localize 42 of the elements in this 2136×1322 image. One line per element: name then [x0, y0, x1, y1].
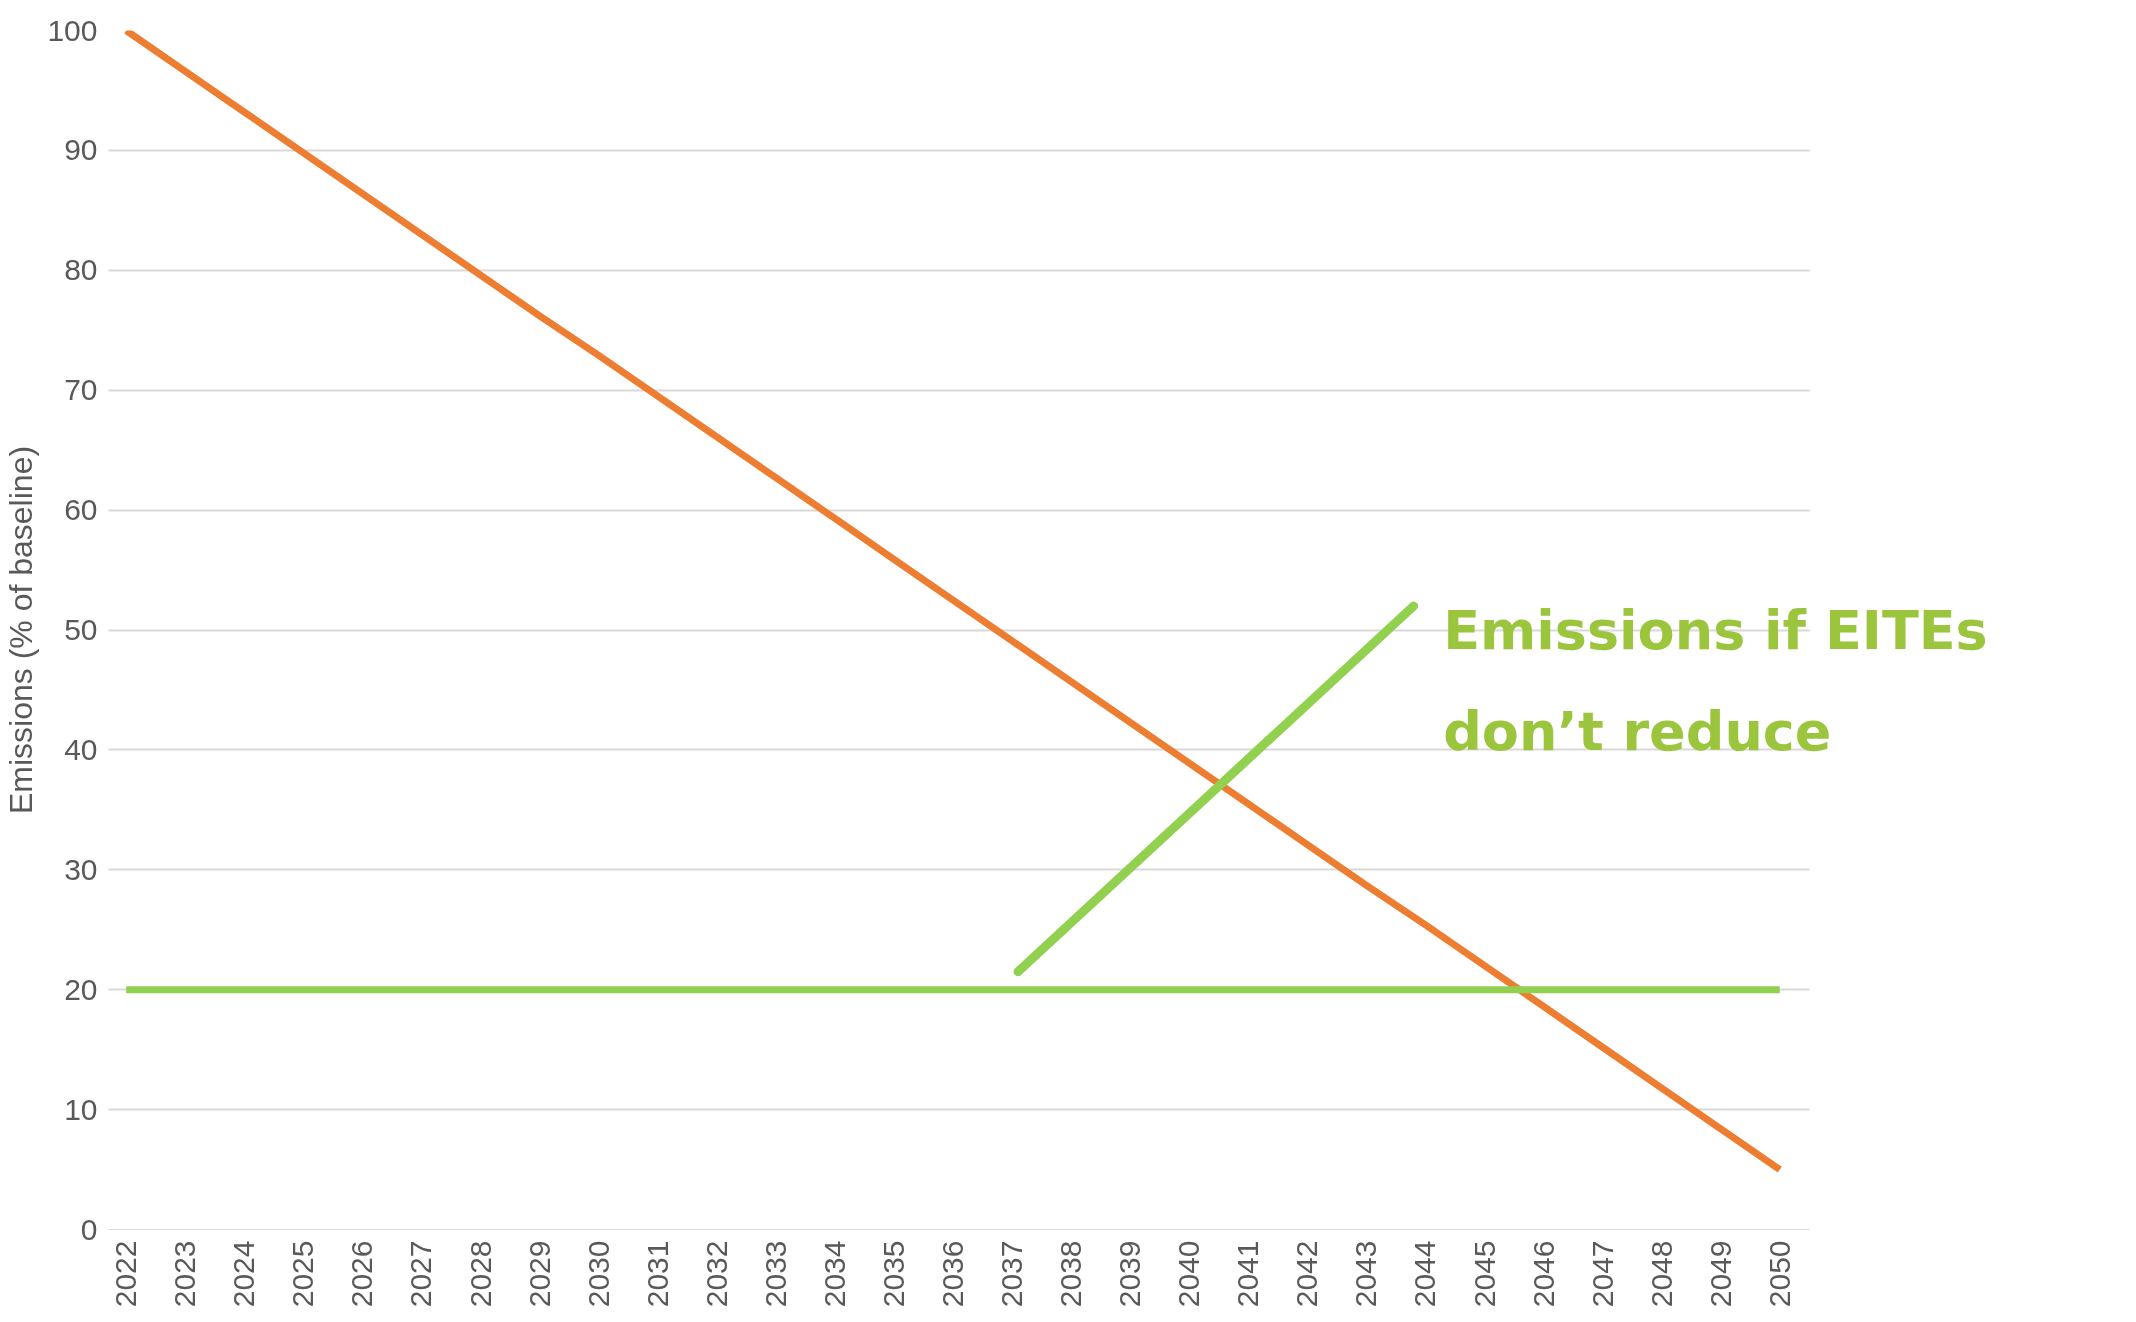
y-tick-label: 50 [64, 613, 98, 646]
y-tick-label: 20 [64, 972, 98, 1006]
x-tick-label: 2044 [1408, 1240, 1442, 1308]
x-tick-label: 2050 [1762, 1240, 1796, 1308]
x-tick-label: 2035 [876, 1240, 910, 1308]
x-tick-label: 2042 [1290, 1240, 1324, 1308]
y-tick-label: 80 [64, 253, 98, 287]
x-tick-label: 2049 [1703, 1240, 1737, 1308]
x-tick-label: 2043 [1349, 1240, 1383, 1308]
y-tick-label: 0 [80, 1212, 98, 1246]
x-tick-label: 2048 [1644, 1240, 1678, 1308]
y-tick-label: 10 [64, 1092, 98, 1126]
x-tick-label: 2022 [109, 1240, 143, 1308]
x-tick-label: 2026 [345, 1240, 379, 1308]
y-tick-label: 40 [64, 732, 98, 766]
x-tick-label: 2045 [1467, 1240, 1501, 1308]
x-tick-label: 2032 [699, 1240, 733, 1308]
x-tick-label: 2031 [640, 1240, 674, 1308]
x-tick-label: 2047 [1585, 1240, 1619, 1308]
x-tick-label: 2041 [1231, 1240, 1265, 1308]
y-tick-label: 70 [64, 373, 98, 407]
y-axis-title: Emissions (% of baseline) [3, 445, 40, 815]
x-tick-label: 2024 [227, 1240, 261, 1308]
x-tick-label: 2033 [758, 1240, 792, 1308]
x-tick-label: 2036 [936, 1240, 969, 1308]
annotation: Emissions if EITEs don’t reduce [1443, 598, 1988, 764]
x-tick-label: 2039 [1113, 1240, 1147, 1308]
y-tick-label: 60 [64, 493, 98, 527]
x-tick-label: 2029 [522, 1240, 556, 1308]
x-tick-label: 2037 [995, 1240, 1029, 1308]
y-tick-label: 100 [47, 13, 98, 47]
x-tick-label: 2046 [1526, 1240, 1560, 1308]
x-tick-label: 2038 [1054, 1240, 1088, 1308]
x-tick-label: 2027 [404, 1240, 438, 1308]
y-tick-label: 90 [64, 133, 98, 167]
x-tick-label: 2028 [463, 1240, 497, 1308]
x-tick-label: 2040 [1172, 1240, 1206, 1308]
x-tick-label: 2023 [168, 1240, 202, 1308]
x-tick-label: 2030 [581, 1240, 615, 1308]
x-tick-label: 2025 [286, 1240, 320, 1308]
x-tick-label: 2034 [817, 1240, 851, 1308]
y-tick-label: 30 [64, 852, 98, 886]
